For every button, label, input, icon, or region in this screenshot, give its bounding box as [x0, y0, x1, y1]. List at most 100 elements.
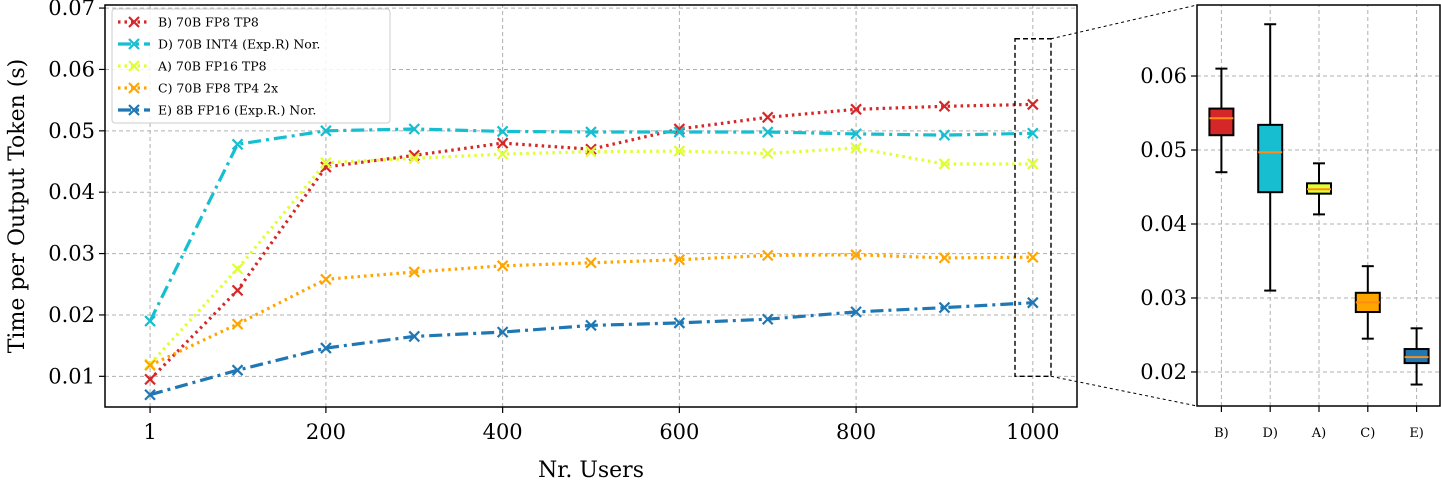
- data-point: [673, 317, 686, 329]
- data-point: [496, 260, 509, 272]
- y-tick-label: 0.06: [48, 57, 95, 81]
- zoom-connector-bottom: [1050, 375, 1198, 407]
- legend: B) 70B FP8 TP8 D) 70B INT4 (Exp.R) Nor. A)…: [111, 8, 391, 124]
- data-point: [496, 326, 509, 338]
- plot-frame: [1196, 4, 1441, 407]
- x-tick-label: 200: [306, 420, 346, 444]
- data-point: [231, 318, 244, 330]
- data-point: [320, 161, 332, 173]
- box-D: [1257, 23, 1284, 292]
- y-tick-label: 0.03: [1140, 286, 1187, 310]
- legend-marker: [128, 16, 140, 28]
- y-tick-label: 0.01: [48, 364, 95, 388]
- y-tick-label: 0.04: [1140, 212, 1187, 236]
- data-point: [585, 319, 597, 332]
- y-tick-label: 0.07: [48, 0, 95, 20]
- y-tick-label: 0.06: [1140, 64, 1187, 88]
- legend-label: A) 70B FP16 TP8: [157, 59, 267, 74]
- legend-box: [111, 8, 391, 124]
- x-tick-label: 600: [659, 420, 699, 444]
- x-tick-label: D): [1262, 426, 1278, 441]
- legend-item: C) 70B FP8 TP4 2x: [118, 81, 278, 96]
- legend-item: B) 70B FP8 TP8: [118, 15, 259, 30]
- data-point: [320, 342, 332, 354]
- series-line: [148, 146, 1033, 366]
- data-point: [761, 313, 774, 326]
- legend-item: E) 8B FP16 (Exp.R.) Nor.: [118, 103, 316, 118]
- data-point: [231, 263, 244, 275]
- plot-area: [144, 98, 1039, 401]
- data-point: [408, 266, 421, 278]
- series-line: [148, 127, 1033, 322]
- series-line: [149, 253, 1033, 367]
- x-tick-label: E): [1409, 426, 1424, 441]
- y-tick-label: 0.05: [48, 119, 95, 143]
- data-point: [408, 123, 421, 135]
- data-point: [231, 138, 244, 151]
- data-point: [673, 126, 686, 138]
- x-axis-label: Nr. Users: [538, 458, 644, 483]
- y-tick-label: 0.02: [1140, 360, 1187, 384]
- data-point: [850, 128, 862, 140]
- y-axis-label: Time per Output Token (s): [5, 59, 30, 354]
- zoom-connector-top: [1050, 4, 1198, 40]
- box-area: [1208, 23, 1430, 386]
- data-point: [761, 111, 774, 124]
- box-C: [1354, 265, 1381, 340]
- legend-label: D) 70B INT4 (Exp.R) Nor.: [158, 37, 320, 52]
- data-point: [320, 156, 332, 169]
- data-point: [496, 148, 509, 160]
- x-tick-label: C): [1360, 426, 1375, 441]
- data-point: [761, 249, 774, 262]
- data-point: [673, 145, 686, 157]
- data-point: [585, 143, 597, 156]
- x-tick-label: 1000: [1006, 420, 1059, 444]
- data-point: [320, 273, 332, 286]
- legend-marker: [128, 104, 140, 116]
- plot-frame: [104, 4, 1078, 408]
- zoom-indicator: [1014, 4, 1198, 407]
- legend-marker: [128, 60, 140, 72]
- y-tick-label: 0.02: [48, 303, 95, 327]
- data-point: [938, 129, 951, 141]
- zoom-box: [1014, 38, 1052, 378]
- data-point: [761, 126, 774, 138]
- x-tick-label: 1: [143, 420, 156, 444]
- data-point: [938, 158, 951, 170]
- legend-marker: [128, 82, 140, 94]
- data-point: [144, 388, 156, 401]
- legend-label: B) 70B FP8 TP8: [158, 15, 259, 30]
- data-point: [1027, 158, 1039, 170]
- x-tick-label: A): [1311, 426, 1326, 441]
- data-point: [231, 364, 244, 376]
- legend-label: C) 70B FP8 TP4 2x: [158, 81, 278, 96]
- series-line: [149, 301, 1033, 397]
- box-E: [1403, 327, 1430, 386]
- data-point: [585, 145, 597, 158]
- data-point: [938, 100, 951, 113]
- data-point: [144, 373, 156, 386]
- box-A: [1306, 162, 1332, 216]
- x-tick-label: 400: [483, 420, 523, 444]
- data-point: [585, 126, 597, 138]
- data-point: [1027, 251, 1039, 264]
- data-point: [408, 330, 421, 343]
- data-point: [585, 256, 597, 269]
- line-chart: 0.01 0.02 0.03 0.04 0.05 0.06 0.07 1 200 400 600 80…: [5, 0, 1078, 483]
- data-point: [1027, 127, 1039, 140]
- legend-item: A) 70B FP16 TP8: [118, 59, 267, 74]
- data-point: [673, 253, 686, 266]
- data-point: [496, 125, 509, 138]
- box-body: [1403, 348, 1430, 365]
- box-B: [1208, 67, 1235, 174]
- x-tick-label: 800: [836, 420, 876, 444]
- legend-label: E) 8B FP16 (Exp.R.) Nor.: [158, 103, 316, 118]
- legend-marker: [128, 38, 140, 50]
- data-point: [938, 301, 951, 314]
- data-point: [938, 252, 951, 264]
- data-point: [1027, 296, 1039, 309]
- y-tick-label: 0.05: [1140, 138, 1187, 162]
- data-point: [850, 103, 862, 116]
- data-point: [231, 284, 244, 297]
